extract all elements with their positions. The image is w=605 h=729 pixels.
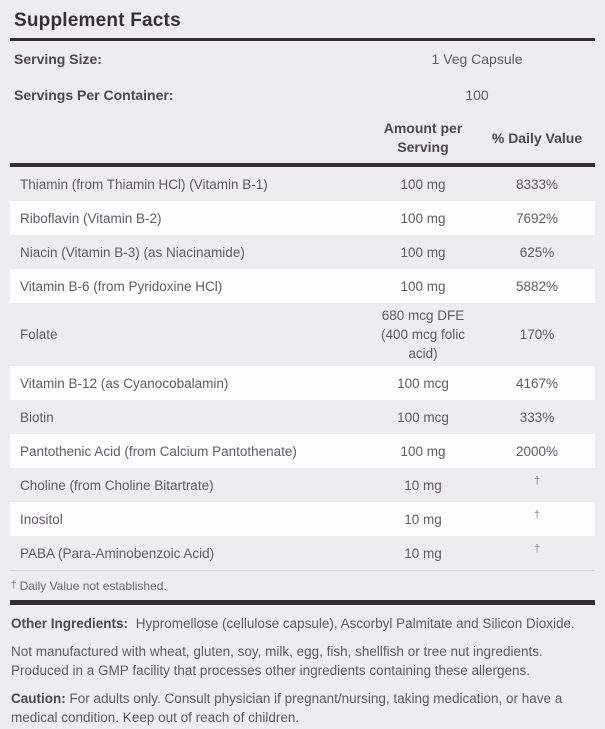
servings-per-container-value: 100 xyxy=(465,87,489,103)
nutrient-amount: 100 mcg xyxy=(397,409,449,425)
caution-label: Caution: xyxy=(11,691,66,706)
nutrient-row: Pantothenic Acid (from Calcium Pantothen… xyxy=(10,434,595,468)
nutrient-name: Biotin xyxy=(20,409,54,425)
nutrient-amount: 100 mg xyxy=(400,210,446,226)
divider-header xyxy=(10,163,595,167)
nutrient-name: Vitamin B-12 (as Cyanocobalamin) xyxy=(20,375,229,391)
nutrient-dv: 2000% xyxy=(515,443,559,459)
nutrient-amount: 10 mg xyxy=(404,511,442,527)
nutrient-dv: 4167% xyxy=(515,375,559,391)
servings-per-container-row: Servings Per Container: 100 xyxy=(10,77,595,113)
nutrient-amount: 100 mcg xyxy=(397,375,449,391)
footnote-text: Daily Value not established. xyxy=(19,578,167,593)
nutrient-amount: 680 mcg DFE (400 mcg folic acid) xyxy=(380,308,466,361)
serving-size-label: Serving Size: xyxy=(14,51,102,67)
caution-text: For adults only. Consult physician if pr… xyxy=(11,691,563,725)
nutrient-dv: 8333% xyxy=(515,176,559,192)
nutrient-row: Riboflavin (Vitamin B-2) 100 mg 7692% xyxy=(10,201,595,235)
dagger-symbol: † xyxy=(11,579,17,591)
nutrient-amount: 100 mg xyxy=(400,176,446,192)
nutrient-amount: 100 mg xyxy=(400,244,446,260)
nutrient-dv: 333% xyxy=(519,409,555,425)
nutrient-name: Folate xyxy=(20,327,58,342)
nutrient-dv: 5882% xyxy=(515,278,559,294)
nutrient-row: Choline (from Choline Bitartrate) 10 mg … xyxy=(10,468,595,502)
nutrient-row: Vitamin B-12 (as Cyanocobalamin) 100 mcg… xyxy=(10,366,595,400)
nutrient-row: Biotin 100 mcg 333% xyxy=(10,400,595,434)
nutrient-name: PABA (Para-Aminobenzoic Acid) xyxy=(20,545,215,561)
nutrient-row: Thiamin (from Thiamin HCl) (Vitamin B-1)… xyxy=(10,167,595,201)
nutrient-dv: † xyxy=(533,508,541,521)
nutrient-amount: 10 mg xyxy=(404,545,442,561)
nutrient-name: Choline (from Choline Bitartrate) xyxy=(20,477,214,493)
servings-per-container-label: Servings Per Container: xyxy=(14,87,174,103)
panel-title: Supplement Facts xyxy=(14,10,181,31)
divider-top xyxy=(10,38,595,41)
nutrient-name: Pantothenic Acid (from Calcium Pantothen… xyxy=(20,443,297,459)
other-ingredients-statement: Other Ingredients: Hypromellose (cellulo… xyxy=(10,614,595,633)
nutrient-name: Niacin (Vitamin B-3) (as Niacinamide) xyxy=(20,244,245,260)
nutrient-row: Vitamin B-6 (from Pyridoxine HCl) 100 mg… xyxy=(10,269,595,303)
nutrient-table: Thiamin (from Thiamin HCl) (Vitamin B-1)… xyxy=(10,167,595,570)
table-header-row: Amount per Serving % Daily Value xyxy=(10,113,595,163)
dv-column-header: % Daily Value xyxy=(491,129,583,146)
nutrient-dv: † xyxy=(533,542,541,555)
nutrient-dv: † xyxy=(533,474,541,487)
nutrient-row: Folate 680 mcg DFE (400 mcg folic acid) … xyxy=(10,303,595,366)
amount-column-header: Amount per Serving xyxy=(383,120,463,155)
nutrient-name: Riboflavin (Vitamin B-2) xyxy=(20,210,162,226)
other-ingredients-label: Other Ingredients: xyxy=(11,616,129,631)
nutrient-dv: 625% xyxy=(519,244,555,260)
nutrient-amount: 10 mg xyxy=(404,477,442,493)
nutrient-row: Niacin (Vitamin B-3) (as Niacinamide) 10… xyxy=(10,235,595,269)
nutrient-amount: 100 mg xyxy=(400,278,446,294)
serving-size-row: Serving Size: 1 Veg Capsule xyxy=(10,41,595,77)
nutrient-amount: 100 mg xyxy=(400,443,446,459)
nutrient-dv: 170% xyxy=(519,327,555,342)
nutrient-row: PABA (Para-Aminobenzoic Acid) 10 mg † xyxy=(10,536,595,570)
footnote: † Daily Value not established. xyxy=(10,570,595,600)
allergen-statement: Not manufactured with wheat, gluten, soy… xyxy=(11,644,543,678)
nutrient-name: Inositol xyxy=(20,511,63,527)
caution-statement: Caution: For adults only. Consult physic… xyxy=(10,689,595,727)
serving-size-value: 1 Veg Capsule xyxy=(431,51,523,67)
nutrient-name: Vitamin B-6 (from Pyridoxine HCl) xyxy=(20,278,223,294)
divider-bottom xyxy=(10,600,595,605)
other-ingredients-text: Hypromellose (cellulose capsule), Ascorb… xyxy=(135,616,575,631)
nutrient-row: Inositol 10 mg † xyxy=(10,502,595,536)
nutrient-name: Thiamin (from Thiamin HCl) (Vitamin B-1) xyxy=(20,176,268,192)
nutrient-dv: 7692% xyxy=(515,210,559,226)
